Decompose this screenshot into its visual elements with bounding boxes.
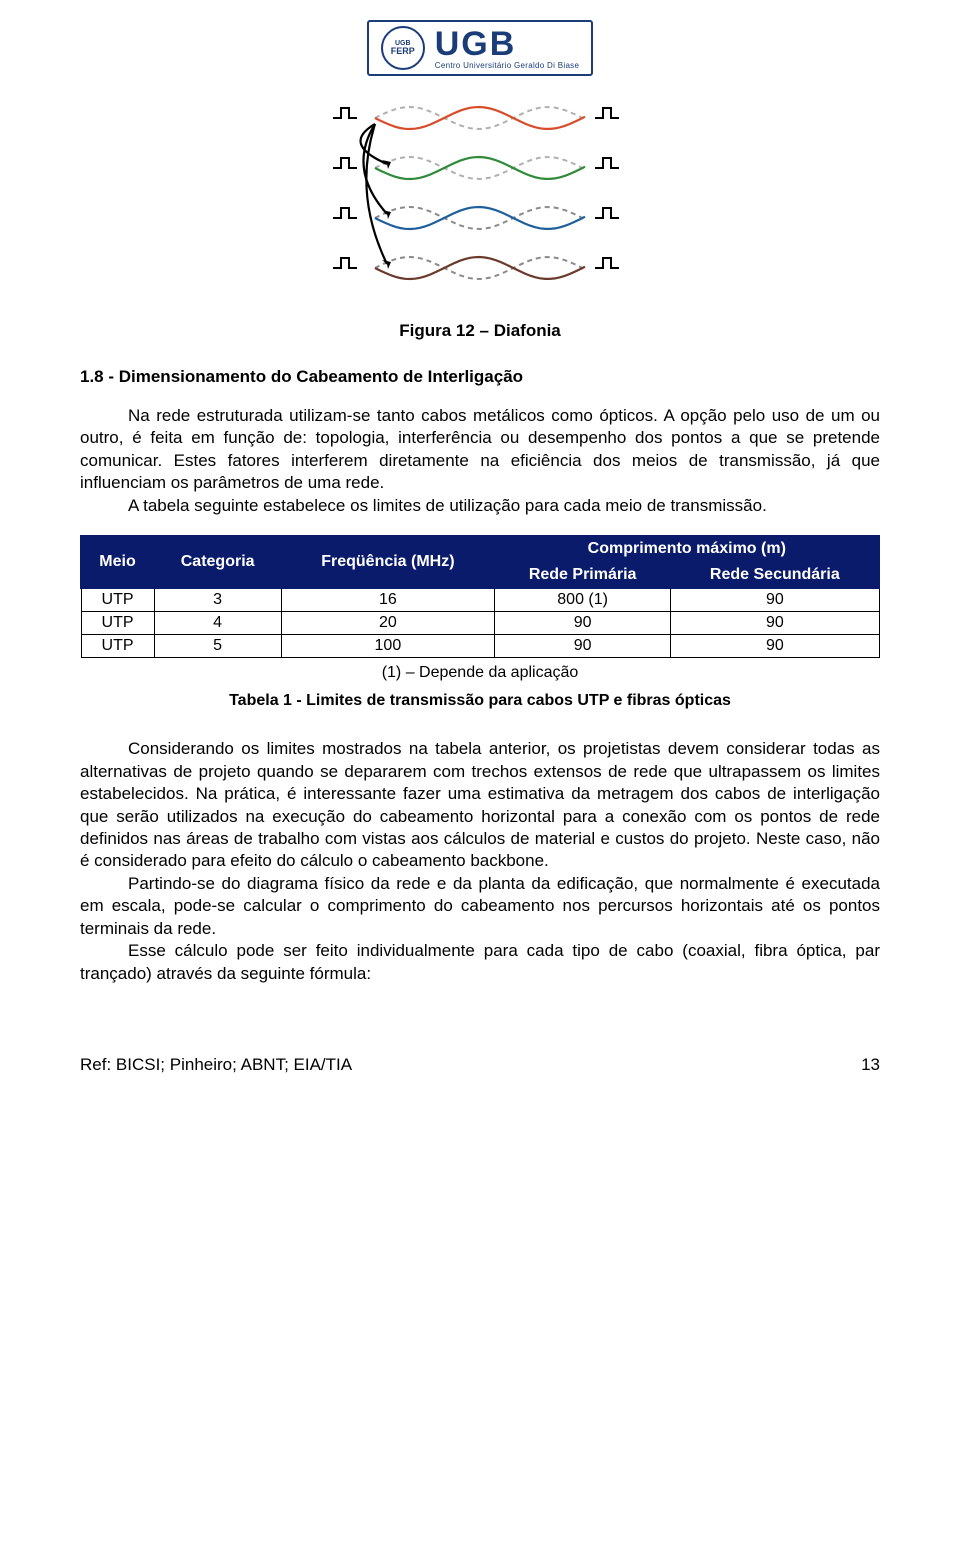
- table-cell: 3: [154, 588, 281, 612]
- table-row: UTP51009090: [81, 635, 879, 658]
- paragraph-4: Esse cálculo pode ser feito individualme…: [80, 940, 880, 985]
- diafonia-diagram: [80, 88, 880, 303]
- table-row: UTP316800 (1)90: [81, 588, 879, 612]
- th-categoria: Categoria: [154, 536, 281, 588]
- table-cell: 90: [671, 612, 879, 635]
- figure-caption: Figura 12 – Diafonia: [80, 321, 880, 341]
- logo-text-main: UGB: [435, 27, 580, 61]
- table-cell: 800 (1): [495, 588, 671, 612]
- paragraph-1b: A tabela seguinte estabelece os limites …: [80, 495, 880, 517]
- table-cell: UTP: [81, 588, 154, 612]
- paragraph-2: Considerando os limites mostrados na tab…: [80, 738, 880, 873]
- th-meio: Meio: [81, 536, 154, 588]
- table-cell: 4: [154, 612, 281, 635]
- table-cell: 90: [671, 588, 879, 612]
- paragraph-block-1: Na rede estruturada utilizam-se tanto ca…: [80, 405, 880, 517]
- logo-box: UGB FERP UGB Centro Universitário Gerald…: [367, 20, 594, 76]
- th-prim: Rede Primária: [495, 562, 671, 588]
- table-cell: 100: [281, 635, 494, 658]
- th-sec: Rede Secundária: [671, 562, 879, 588]
- paragraph-3: Partindo-se do diagrama físico da rede e…: [80, 873, 880, 940]
- logo-emblem: UGB FERP: [381, 26, 425, 70]
- limits-table-wrap: Meio Categoria Freqüência (MHz) Comprime…: [80, 535, 880, 658]
- paragraph-block-2: Considerando os limites mostrados na tab…: [80, 738, 880, 985]
- table-cell: 5: [154, 635, 281, 658]
- th-freq: Freqüência (MHz): [281, 536, 494, 588]
- table-cell: 90: [671, 635, 879, 658]
- logo-text-sub: Centro Universitário Geraldo Di Biase: [435, 61, 580, 70]
- header-logo-bar: UGB FERP UGB Centro Universitário Gerald…: [80, 20, 880, 76]
- table-row: UTP4209090: [81, 612, 879, 635]
- table-cell: 90: [495, 612, 671, 635]
- logo-text-box: UGB Centro Universitário Geraldo Di Bias…: [435, 27, 580, 70]
- paragraph-1: Na rede estruturada utilizam-se tanto ca…: [80, 405, 880, 495]
- diafonia-svg: [315, 88, 645, 298]
- table-cell: 90: [495, 635, 671, 658]
- logo-emblem-bottom: FERP: [391, 47, 415, 56]
- table-cell: 20: [281, 612, 494, 635]
- footer-ref: Ref: BICSI; Pinheiro; ABNT; EIA/TIA: [80, 1055, 352, 1075]
- limits-table: Meio Categoria Freqüência (MHz) Comprime…: [80, 535, 880, 658]
- table-footnote: (1) – Depende da aplicação: [80, 664, 880, 682]
- page-footer: Ref: BICSI; Pinheiro; ABNT; EIA/TIA 13: [80, 1055, 880, 1075]
- table-cell: UTP: [81, 635, 154, 658]
- table-cell: 16: [281, 588, 494, 612]
- section-heading: 1.8 - Dimensionamento do Cabeamento de I…: [80, 367, 880, 387]
- footer-page: 13: [861, 1055, 880, 1075]
- table-cell: UTP: [81, 612, 154, 635]
- th-comp: Comprimento máximo (m): [495, 536, 879, 562]
- table-caption: Tabela 1 - Limites de transmissão para c…: [80, 692, 880, 710]
